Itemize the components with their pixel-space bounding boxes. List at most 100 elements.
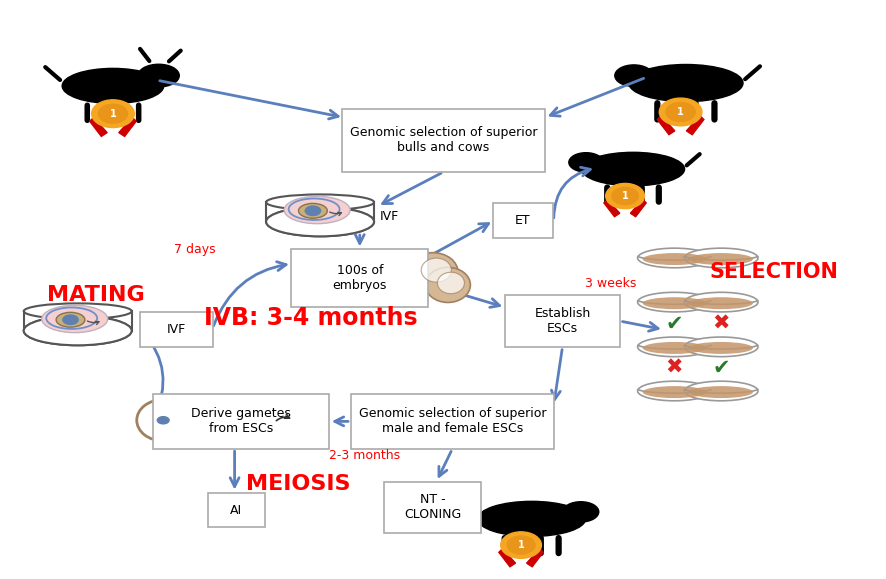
Ellipse shape xyxy=(641,297,705,309)
Polygon shape xyxy=(657,116,674,135)
Circle shape xyxy=(500,532,540,558)
Ellipse shape xyxy=(266,207,374,236)
FancyArrowPatch shape xyxy=(45,67,60,80)
Text: AI: AI xyxy=(230,504,242,517)
Ellipse shape xyxy=(62,68,164,104)
FancyArrowPatch shape xyxy=(168,50,181,61)
Ellipse shape xyxy=(683,292,758,312)
Ellipse shape xyxy=(24,303,131,319)
Text: ET: ET xyxy=(515,214,530,227)
Ellipse shape xyxy=(42,305,107,332)
Text: 1: 1 xyxy=(517,540,524,550)
FancyBboxPatch shape xyxy=(24,312,131,343)
FancyArrowPatch shape xyxy=(744,67,759,79)
Ellipse shape xyxy=(688,342,752,354)
Text: 1: 1 xyxy=(621,191,628,201)
Ellipse shape xyxy=(674,101,696,108)
FancyBboxPatch shape xyxy=(266,203,374,234)
Text: 3 weeks: 3 weeks xyxy=(584,277,635,290)
Ellipse shape xyxy=(637,337,711,357)
Circle shape xyxy=(605,184,644,208)
Text: MATING: MATING xyxy=(47,285,144,305)
FancyBboxPatch shape xyxy=(384,482,481,533)
FancyBboxPatch shape xyxy=(351,394,553,449)
Ellipse shape xyxy=(637,292,711,312)
Text: NT -
CLONING: NT - CLONING xyxy=(404,493,461,522)
Ellipse shape xyxy=(641,342,705,354)
FancyBboxPatch shape xyxy=(505,295,619,347)
Polygon shape xyxy=(686,116,703,135)
Circle shape xyxy=(507,536,534,554)
Polygon shape xyxy=(630,200,646,217)
Polygon shape xyxy=(526,549,542,567)
Ellipse shape xyxy=(437,272,464,294)
FancyArrowPatch shape xyxy=(140,49,149,61)
Text: SELECTION: SELECTION xyxy=(709,262,837,283)
FancyBboxPatch shape xyxy=(152,394,329,449)
Ellipse shape xyxy=(568,153,602,172)
Circle shape xyxy=(157,416,169,424)
Polygon shape xyxy=(603,200,619,217)
Circle shape xyxy=(611,188,638,204)
FancyArrowPatch shape xyxy=(462,503,475,515)
Ellipse shape xyxy=(683,337,758,357)
Text: MEIOSIS: MEIOSIS xyxy=(245,474,350,494)
Circle shape xyxy=(91,100,134,127)
Ellipse shape xyxy=(563,502,598,522)
Ellipse shape xyxy=(421,258,451,282)
Text: 100s of
embryos: 100s of embryos xyxy=(332,264,386,292)
FancyBboxPatch shape xyxy=(291,250,428,307)
Ellipse shape xyxy=(266,207,374,236)
Ellipse shape xyxy=(581,152,684,186)
FancyBboxPatch shape xyxy=(493,203,552,239)
Text: 1: 1 xyxy=(677,107,683,117)
Text: IVF: IVF xyxy=(167,323,186,336)
Ellipse shape xyxy=(478,501,585,536)
Text: Genomic selection of superior
male and female ESCs: Genomic selection of superior male and f… xyxy=(358,408,546,435)
Text: 2-3 months: 2-3 months xyxy=(328,449,400,462)
Ellipse shape xyxy=(688,297,752,309)
Text: Establish
ESCs: Establish ESCs xyxy=(533,307,590,335)
Text: Genomic selection of superior
bulls and cows: Genomic selection of superior bulls and … xyxy=(349,126,537,155)
Ellipse shape xyxy=(614,65,652,86)
Text: ✖: ✖ xyxy=(711,314,729,334)
Polygon shape xyxy=(498,549,515,567)
Circle shape xyxy=(62,314,79,325)
Ellipse shape xyxy=(266,195,374,210)
Ellipse shape xyxy=(425,267,470,302)
Ellipse shape xyxy=(521,536,541,543)
Ellipse shape xyxy=(408,252,457,292)
Ellipse shape xyxy=(637,248,711,267)
Ellipse shape xyxy=(284,196,350,223)
Ellipse shape xyxy=(24,316,131,345)
Ellipse shape xyxy=(56,312,85,327)
Ellipse shape xyxy=(641,386,705,398)
Circle shape xyxy=(665,102,695,122)
Ellipse shape xyxy=(622,185,642,192)
Ellipse shape xyxy=(641,253,705,265)
Ellipse shape xyxy=(628,64,742,102)
Ellipse shape xyxy=(299,203,327,218)
Polygon shape xyxy=(119,118,136,137)
Text: 7 days: 7 days xyxy=(174,243,215,256)
FancyBboxPatch shape xyxy=(207,493,265,527)
Ellipse shape xyxy=(138,64,179,87)
FancyBboxPatch shape xyxy=(342,109,544,172)
Text: 1: 1 xyxy=(110,109,116,119)
Circle shape xyxy=(304,206,321,217)
Ellipse shape xyxy=(637,381,711,401)
Text: ✔: ✔ xyxy=(664,314,682,334)
Ellipse shape xyxy=(688,386,752,398)
Ellipse shape xyxy=(688,253,752,265)
Text: ✖: ✖ xyxy=(664,358,682,378)
Polygon shape xyxy=(89,118,107,137)
Text: IVB: 3-4 months: IVB: 3-4 months xyxy=(205,306,417,330)
Ellipse shape xyxy=(24,316,131,345)
FancyBboxPatch shape xyxy=(140,313,213,347)
Ellipse shape xyxy=(146,406,180,434)
Circle shape xyxy=(98,104,128,123)
Text: IVF: IVF xyxy=(379,210,399,222)
Ellipse shape xyxy=(683,248,758,267)
Circle shape xyxy=(658,98,701,126)
Text: ✔: ✔ xyxy=(711,358,729,378)
